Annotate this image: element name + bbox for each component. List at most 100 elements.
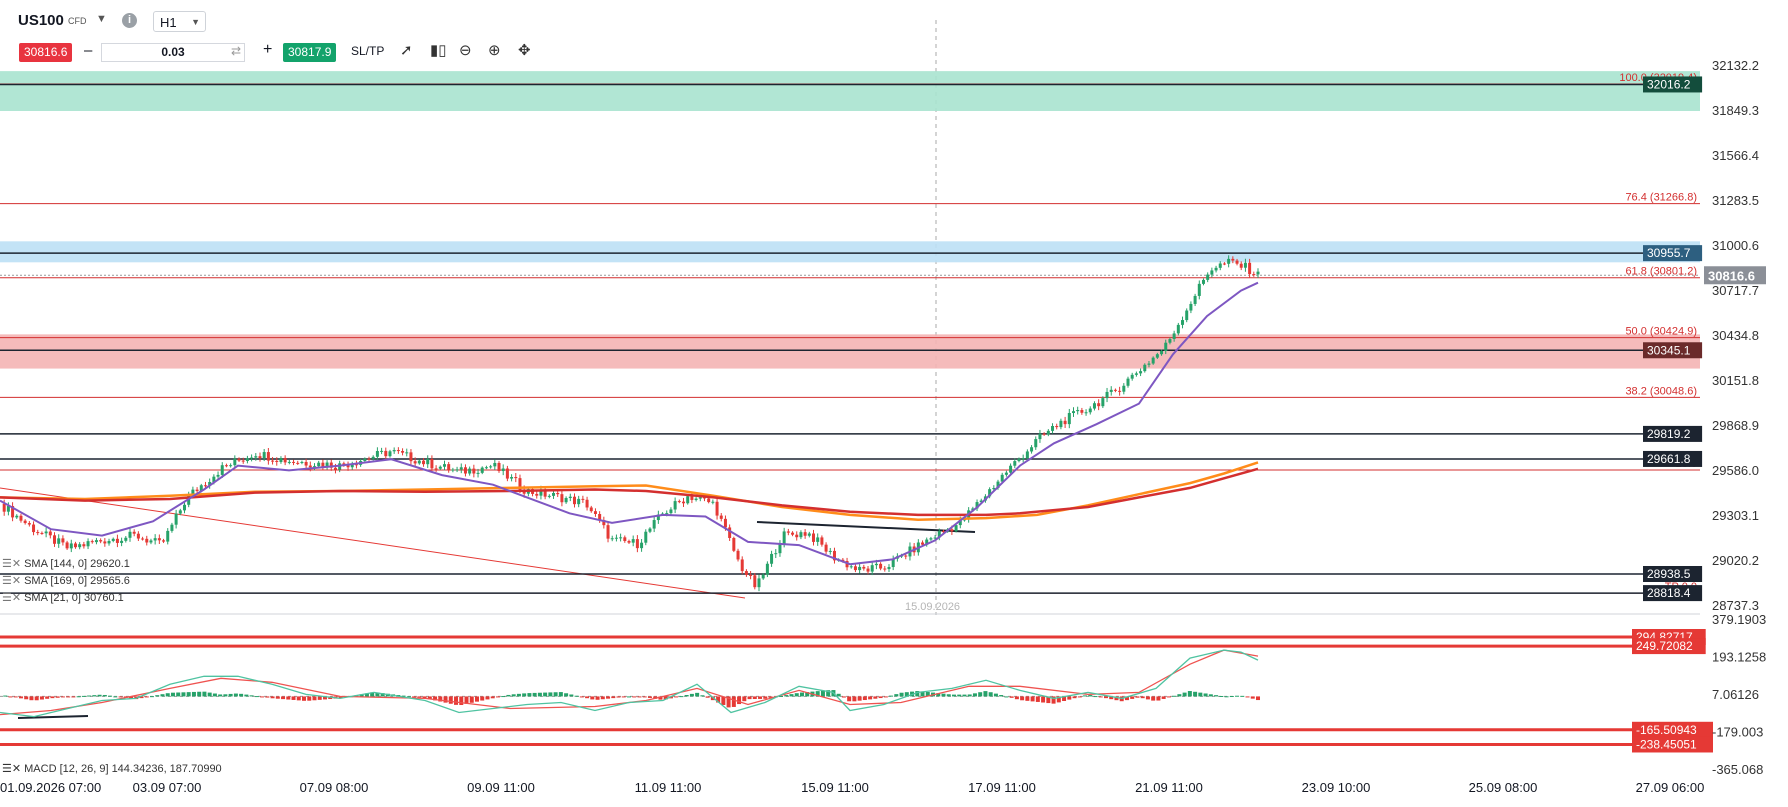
swap-icon[interactable]: ⇄	[231, 44, 242, 58]
candle-body	[702, 497, 706, 499]
lot-size-input[interactable]: 0.03	[101, 43, 245, 62]
macd-histogram-bar	[721, 696, 726, 705]
settings-icon[interactable]: ☰✕	[2, 575, 22, 587]
macd-histogram-bar	[370, 692, 375, 697]
candle-body	[715, 501, 719, 516]
macd-histogram-bar	[590, 696, 595, 700]
candle-body	[472, 468, 476, 474]
candle-body	[313, 466, 316, 468]
candle-body	[791, 532, 795, 535]
y-tick-label: 29868.9	[1712, 418, 1759, 433]
indicator-legend-sma21[interactable]: ☰✕ SMA [21, 0] 30760.1	[2, 591, 124, 604]
candle-body	[459, 467, 463, 470]
price-level-label: 30345.1	[1647, 343, 1691, 357]
indicator-legend-macd[interactable]: ☰✕ MACD [12, 26, 9] 144.34236, 187.70990	[2, 762, 222, 775]
macd-histogram-bar	[1240, 695, 1245, 697]
candle-body	[15, 515, 19, 518]
macd-histogram-bar	[495, 696, 500, 698]
candle-body	[208, 482, 212, 486]
candle-body	[237, 458, 241, 461]
macd-histogram-bar	[889, 695, 894, 697]
candle-body	[677, 501, 681, 503]
candle-body	[254, 456, 258, 458]
trend-line	[0, 487, 746, 599]
candle-body	[413, 461, 417, 464]
candle-body	[505, 468, 509, 479]
candle-body	[1034, 439, 1038, 448]
macd-histogram-bar	[852, 696, 857, 702]
macd-histogram-bar	[1051, 696, 1056, 704]
fib-label: 50.0 (30424.9)	[1625, 326, 1697, 338]
candle-body	[1256, 271, 1260, 275]
settings-icon[interactable]: ☰✕	[2, 558, 22, 570]
settings-icon[interactable]: ☰✕	[2, 763, 22, 775]
macd-histogram-bar	[705, 696, 710, 698]
candle-body	[690, 496, 694, 500]
macd-histogram-bar	[815, 691, 820, 697]
crosshair-icon[interactable]: ✥	[518, 42, 531, 59]
candle-body	[979, 500, 983, 503]
candle-body	[426, 459, 430, 465]
macd-histogram-bar	[1245, 696, 1250, 698]
buy-button[interactable]: 30817.9	[283, 43, 337, 62]
candle-body	[753, 575, 757, 588]
candle-body	[447, 464, 451, 471]
candle-body	[354, 464, 358, 466]
candle-body	[744, 571, 748, 575]
macd-histogram-bar	[1124, 696, 1129, 701]
candle-body	[904, 555, 908, 557]
candle-body	[648, 528, 652, 532]
macd-histogram-bar	[894, 694, 899, 697]
candle-body	[874, 563, 878, 566]
macd-histogram-bar	[218, 694, 223, 697]
sl-tp-button[interactable]: SL/TP	[351, 44, 385, 58]
y-tick-label: 31000.6	[1712, 238, 1759, 253]
candle-body	[765, 563, 769, 575]
candle-body	[795, 534, 799, 538]
candle-body	[828, 550, 832, 552]
candle-body	[229, 465, 233, 467]
indicator-legend-sma144[interactable]: ☰✕ SMA [144, 0] 29620.1	[2, 557, 130, 570]
candle-body	[1235, 260, 1239, 264]
macd-histogram-bar	[799, 692, 804, 697]
symbol-name[interactable]: US100	[18, 12, 64, 29]
macd-histogram-bar	[501, 696, 506, 698]
candles-icon[interactable]: ▮▯	[430, 42, 447, 59]
settings-icon[interactable]: ☰✕	[2, 592, 22, 604]
chevron-down-icon[interactable]: ▼	[96, 13, 107, 25]
candle-body	[1101, 398, 1105, 407]
candle-body	[363, 458, 367, 461]
x-tick-label: 11.09 11:00	[635, 780, 702, 795]
macd-histogram-bar	[1145, 696, 1150, 700]
line-chart-icon[interactable]: ➚	[400, 42, 413, 59]
candle-body	[1252, 274, 1256, 276]
candle-body	[1000, 474, 1004, 482]
candle-body	[497, 462, 501, 472]
candle-body	[434, 468, 438, 470]
indicator-legend-sma169[interactable]: ☰✕ SMA [169, 0] 29565.6	[2, 574, 130, 587]
macd-histogram-bar	[951, 694, 956, 697]
timeframe-select[interactable]: H1 ▼	[153, 11, 206, 32]
plus-icon[interactable]: +	[263, 41, 273, 58]
zoom-out-icon[interactable]: ⊖	[459, 42, 472, 59]
zoom-in-icon[interactable]: ⊕	[488, 42, 501, 59]
info-icon[interactable]: i	[122, 13, 137, 28]
macd-histogram-bar	[8, 696, 13, 698]
candle-body	[128, 531, 132, 538]
candle-body	[157, 538, 161, 541]
sell-button[interactable]: 30816.6	[19, 43, 73, 62]
minus-icon[interactable]: –	[84, 42, 93, 59]
indicator-name: MACD [12, 26, 9] 144.34236, 187.70990	[24, 763, 222, 775]
symbol-type: CFD	[68, 16, 87, 26]
candle-body	[593, 511, 597, 514]
candle-body	[921, 542, 925, 545]
x-tick-label: 07.09 08:00	[300, 780, 369, 795]
candle-body	[183, 504, 187, 511]
price-level-label: 29661.8	[1647, 452, 1691, 466]
macd-histogram-bar	[983, 691, 988, 697]
macd-histogram-bar	[616, 696, 621, 698]
candle-body	[749, 574, 753, 576]
macd-histogram-bar	[139, 696, 144, 699]
candle-body	[736, 550, 740, 560]
